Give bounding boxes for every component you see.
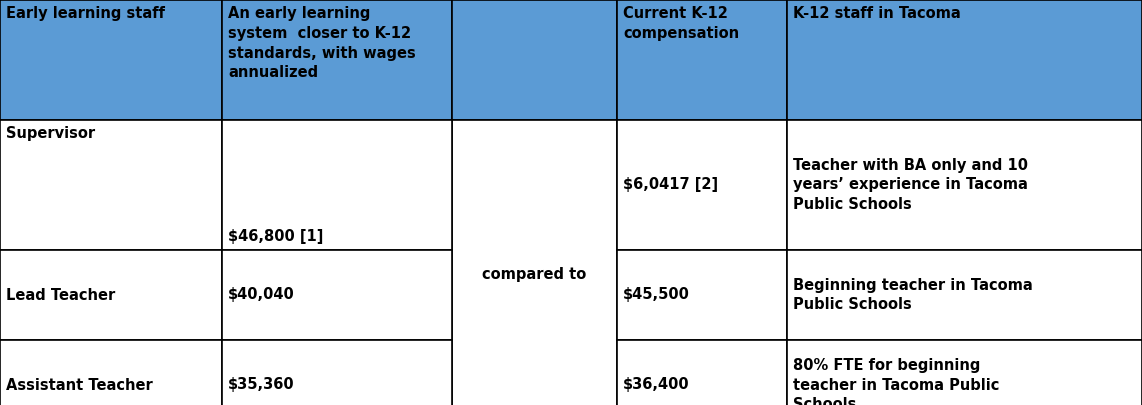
Text: $36,400: $36,400: [624, 377, 690, 392]
Bar: [787, 0, 1142, 120]
Text: Beginning teacher in Tacoma
Public Schools: Beginning teacher in Tacoma Public Schoo…: [793, 277, 1032, 312]
Bar: [222, 120, 452, 250]
Text: $35,360: $35,360: [228, 377, 295, 392]
Bar: [0, 120, 222, 250]
Bar: [617, 340, 787, 405]
Bar: [617, 250, 787, 340]
Text: Assistant Teacher: Assistant Teacher: [6, 377, 153, 392]
Bar: [222, 0, 452, 120]
Bar: [452, 0, 617, 120]
Text: Early learning staff: Early learning staff: [6, 6, 164, 21]
Bar: [0, 250, 222, 340]
Bar: [787, 120, 1142, 250]
Text: An early learning
system  closer to K-12
standards, with wages
annualized: An early learning system closer to K-12 …: [228, 6, 416, 81]
Bar: [0, 0, 222, 120]
Text: $45,500: $45,500: [624, 288, 690, 303]
Text: $40,040: $40,040: [228, 288, 295, 303]
Text: Teacher with BA only and 10
years’ experience in Tacoma
Public Schools: Teacher with BA only and 10 years’ exper…: [793, 158, 1028, 212]
Text: Supervisor: Supervisor: [6, 126, 95, 141]
Bar: [617, 0, 787, 120]
Bar: [787, 340, 1142, 405]
Bar: [222, 250, 452, 340]
Text: Lead Teacher: Lead Teacher: [6, 288, 115, 303]
Text: $6,0417 [2]: $6,0417 [2]: [624, 177, 718, 192]
Bar: [452, 120, 617, 405]
Text: 80% FTE for beginning
teacher in Tacoma Public
Schools: 80% FTE for beginning teacher in Tacoma …: [793, 358, 999, 405]
Bar: [787, 250, 1142, 340]
Bar: [0, 340, 222, 405]
Bar: [222, 340, 452, 405]
Text: Current K-12
compensation: Current K-12 compensation: [624, 6, 739, 41]
Text: K-12 staff in Tacoma: K-12 staff in Tacoma: [793, 6, 960, 21]
Bar: [617, 120, 787, 250]
Text: compared to: compared to: [482, 267, 587, 283]
Text: $46,800 [1]: $46,800 [1]: [228, 229, 323, 244]
